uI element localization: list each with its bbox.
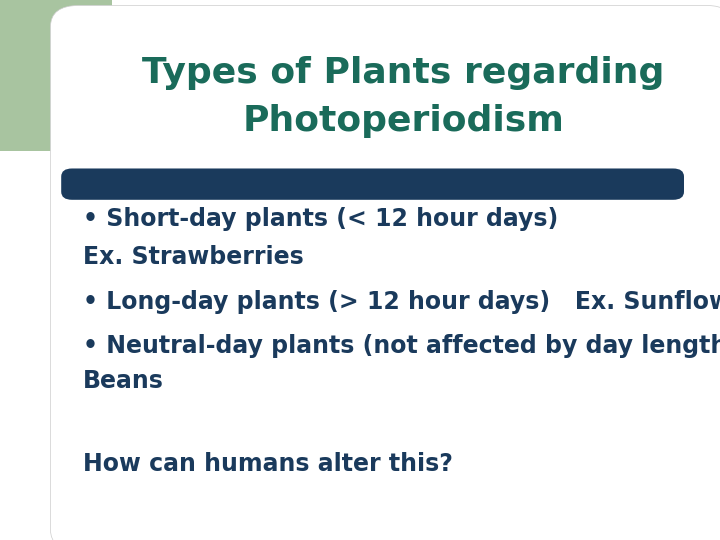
Text: • Neutral-day plants (not affected by day length) Ex.: • Neutral-day plants (not affected by da… [83,334,720,357]
FancyBboxPatch shape [0,0,112,151]
Text: How can humans alter this?: How can humans alter this? [83,453,453,476]
Text: • Short-day plants (< 12 hour days): • Short-day plants (< 12 hour days) [83,207,558,231]
Text: Ex. Strawberries: Ex. Strawberries [83,245,304,268]
Text: Photoperiodism: Photoperiodism [242,105,564,138]
Text: Beans: Beans [83,369,163,393]
FancyBboxPatch shape [61,168,684,200]
Text: • Long-day plants (> 12 hour days)   Ex. Sunflowers: • Long-day plants (> 12 hour days) Ex. S… [83,291,720,314]
FancyBboxPatch shape [50,5,720,540]
Text: Types of Plants regarding: Types of Plants regarding [142,56,665,90]
